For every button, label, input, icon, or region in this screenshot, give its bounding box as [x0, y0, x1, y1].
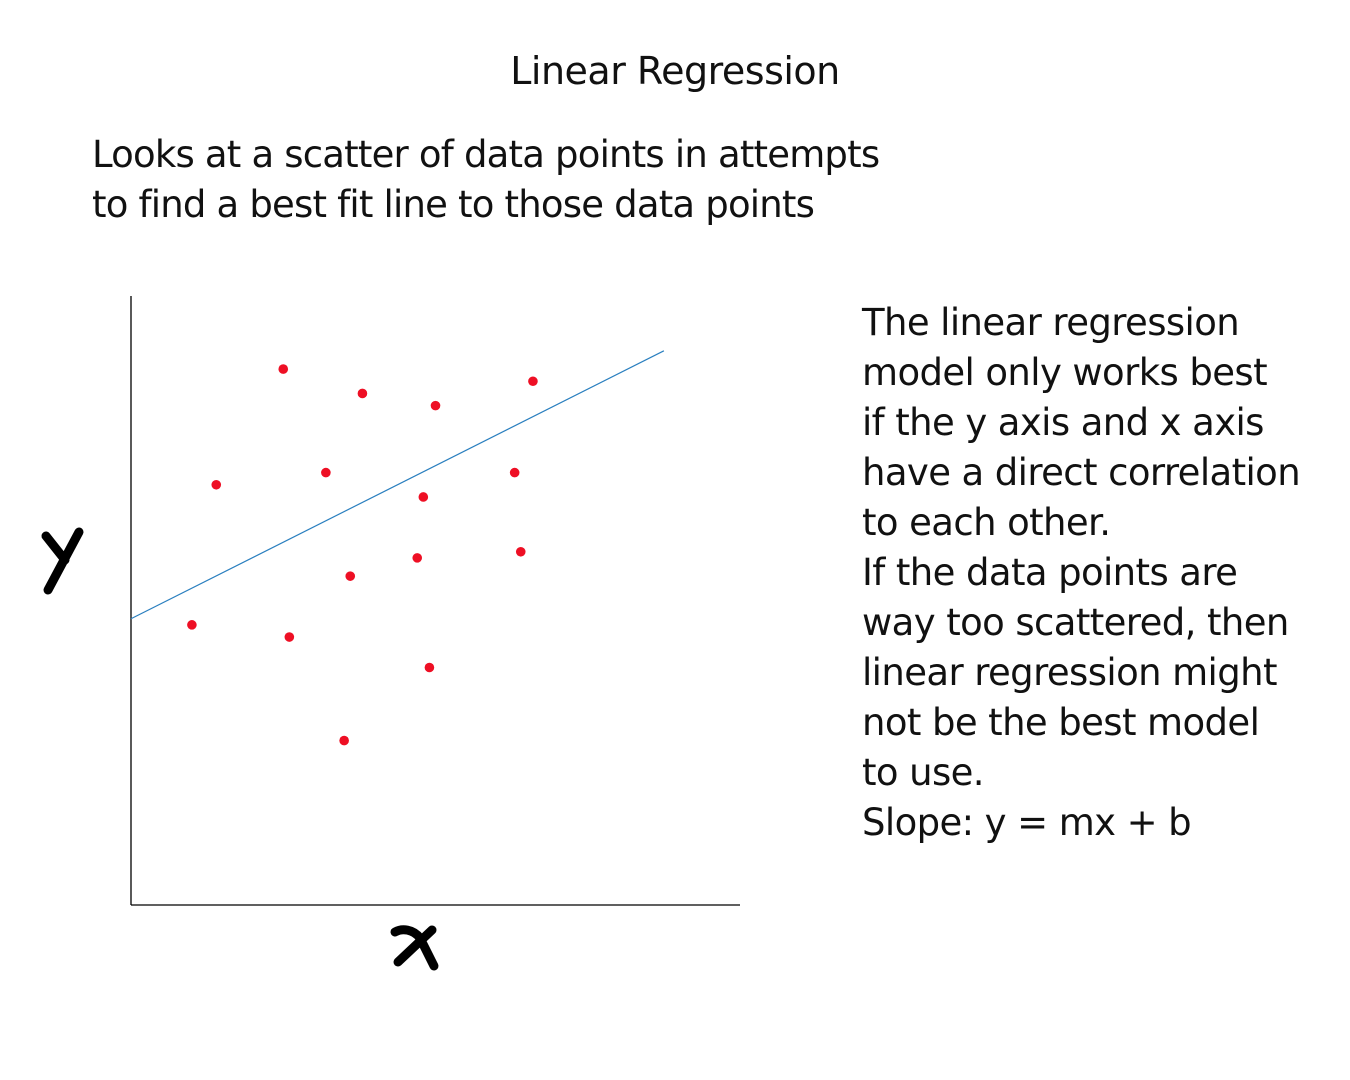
explanation-line: way too scattered, then [862, 601, 1289, 644]
explanation-line: model only works best [862, 351, 1268, 394]
x-axis-label: x [390, 925, 439, 971]
explanation-line: If the data points are [862, 551, 1238, 594]
data-point [509, 467, 520, 478]
explanation-line: have a direct correlation [862, 451, 1301, 494]
explanation-line: linear regression might [862, 651, 1277, 694]
data-point [211, 479, 222, 490]
data-point [515, 546, 526, 557]
data-point [424, 662, 435, 673]
slope-formula: Slope: y = mx + b [862, 801, 1192, 844]
data-point [430, 400, 441, 411]
best-fit-line [130, 350, 665, 620]
data-point [418, 492, 429, 502]
data-point [278, 364, 289, 374]
intro-text: Looks at a scatter of data points in att… [92, 130, 992, 230]
data-point [187, 620, 197, 630]
intro-line: Looks at a scatter of data points in att… [92, 133, 880, 176]
explanation-line: if the y axis and x axis [862, 401, 1264, 444]
data-point [339, 735, 349, 746]
explanation-line: to each other. [862, 501, 1111, 544]
y-axis-label: y [41, 527, 84, 595]
explanation-line: The linear regression [862, 301, 1240, 344]
explanation-line: not be the best model [862, 701, 1260, 744]
explanation-line: to use. [862, 751, 985, 794]
data-point [321, 467, 331, 478]
data-point [357, 388, 368, 399]
data-point [284, 632, 295, 642]
data-point [528, 376, 538, 387]
explanation-text: The linear regression model only works b… [862, 298, 1332, 848]
intro-line: to find a best fit line to those data po… [92, 183, 815, 226]
data-point [345, 571, 356, 581]
data-points [187, 364, 538, 746]
slide-title: Linear Regression [510, 49, 840, 93]
data-point [412, 553, 423, 563]
